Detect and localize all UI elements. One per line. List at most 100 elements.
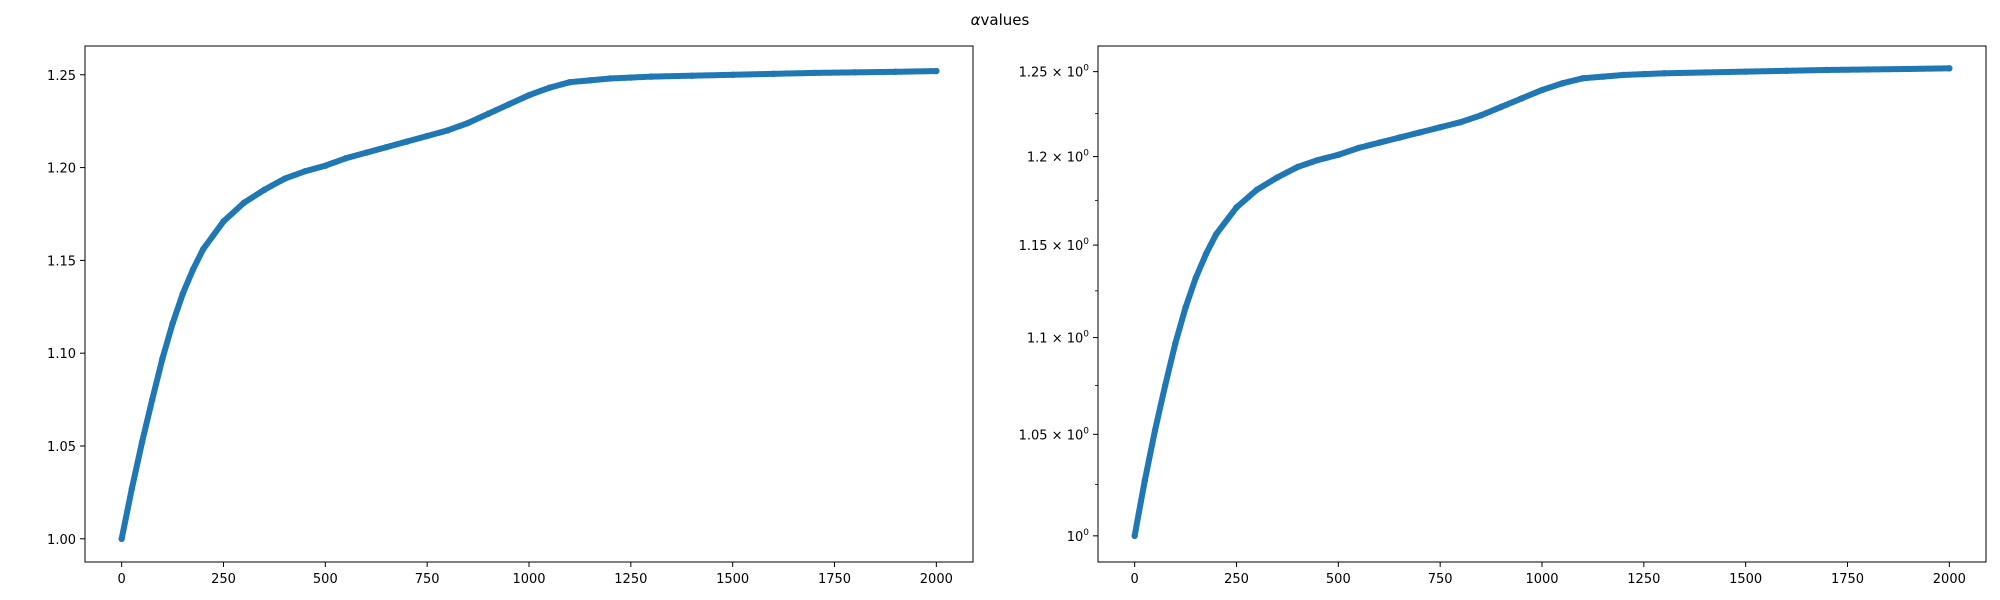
- data-point: [301, 168, 309, 175]
- data-point: [525, 91, 533, 99]
- alpha-symbol: α: [971, 11, 981, 29]
- y-tick-label: 1.15: [47, 254, 76, 269]
- data-point: [1141, 477, 1149, 484]
- data-point: [1538, 86, 1546, 94]
- y-tick-label: 1.20: [47, 162, 76, 177]
- data-point: [729, 71, 736, 78]
- data-point: [1864, 66, 1872, 73]
- x-tick-label: 1750: [818, 572, 851, 587]
- x-tick-label: 1000: [1525, 572, 1558, 587]
- data-point: [464, 119, 472, 127]
- data-point: [485, 110, 492, 117]
- x-tick-label: 2000: [1933, 572, 1966, 587]
- data-point: [128, 485, 136, 492]
- data-point: [1477, 112, 1485, 119]
- data-point: [189, 266, 197, 273]
- data-point: [220, 218, 227, 225]
- data-point: [322, 162, 329, 169]
- data-point: [546, 84, 553, 91]
- data-point: [1742, 68, 1749, 75]
- data-point: [1783, 67, 1790, 75]
- y-tick-label-base: 1.15: [47, 254, 76, 269]
- data-point: [1212, 231, 1220, 238]
- x-tick-label: 750: [415, 572, 440, 587]
- data-point: [1294, 163, 1301, 171]
- data-point: [179, 290, 186, 297]
- y-tick-label: 1.10: [47, 347, 76, 362]
- data-point: [1192, 274, 1199, 282]
- data-point: [423, 132, 431, 140]
- data-point: [1151, 427, 1159, 434]
- data-point: [1233, 204, 1240, 211]
- x-tick-label: 1000: [512, 572, 545, 587]
- data-point: [403, 138, 410, 145]
- data-point: [1701, 69, 1709, 76]
- data-point: [1559, 80, 1566, 87]
- x-tick-label: 250: [1224, 572, 1249, 587]
- y-tick-label-base: 1.05: [47, 440, 76, 455]
- data-point: [1335, 151, 1342, 159]
- data-point: [1355, 144, 1362, 152]
- x-tick-label: 0: [118, 572, 126, 587]
- data-point: [159, 355, 166, 362]
- left-panel-linear: 0 250 500 750 1000 1250 1500 1750 2000 1.00 1.05 1.…: [47, 45, 974, 587]
- y-tick-label-exponent: 0: [1083, 237, 1089, 247]
- figure-title-text: values: [981, 11, 1030, 29]
- data-point: [933, 67, 940, 75]
- data-point: [383, 143, 390, 151]
- y-tick-label: 1.2 × 100: [1027, 149, 1089, 166]
- data-point: [851, 69, 859, 76]
- data-point: [688, 72, 696, 79]
- y-tick-label: 1.00: [47, 533, 76, 548]
- data-point: [1823, 66, 1831, 74]
- y-tick-label-exponent: 0: [1083, 528, 1089, 538]
- y-tick-label: 1.15 × 100: [1019, 237, 1090, 254]
- x-tick-label: 750: [1428, 572, 1453, 587]
- y-tick-label-base: 1.25: [47, 69, 76, 84]
- y-tick-label: 1.1 × 100: [1027, 330, 1089, 347]
- data-point: [1375, 139, 1383, 146]
- data-point: [1253, 186, 1261, 193]
- y-tick-label-base: 1.00: [47, 533, 76, 548]
- data-point: [281, 175, 288, 182]
- data-point: [1946, 65, 1953, 72]
- data-point: [1131, 532, 1138, 540]
- data-point: [1457, 118, 1464, 126]
- figure-title: αvalues: [971, 11, 1030, 29]
- data-point: [342, 155, 349, 162]
- x-tick-label: 1750: [1831, 572, 1864, 587]
- data-point: [770, 70, 777, 78]
- x-tick-label: 1500: [716, 572, 749, 587]
- data-point: [810, 69, 818, 77]
- y-tick-label-base: 1.05 × 10: [1019, 428, 1084, 443]
- data-point: [362, 149, 370, 156]
- data-point: [1396, 134, 1403, 141]
- y-tick-label-base: 1.2 × 10: [1027, 151, 1083, 166]
- data-point: [1518, 95, 1525, 102]
- data-point: [1640, 70, 1648, 78]
- x-tick-label: 0: [1131, 572, 1139, 587]
- data-point: [199, 246, 207, 253]
- y-tick-label: 1.05 × 100: [1019, 426, 1090, 443]
- data-point: [138, 439, 146, 446]
- data-point: [566, 78, 573, 86]
- data-point: [1579, 75, 1586, 82]
- data-point: [261, 186, 268, 194]
- x-tick-label: 1500: [1729, 572, 1762, 587]
- data-point: [1202, 250, 1210, 258]
- data-point: [505, 101, 512, 108]
- y-tick-label-exponent: 0: [1083, 64, 1089, 74]
- data-point: [1436, 124, 1444, 131]
- data-point: [118, 535, 125, 542]
- data-point: [240, 199, 248, 207]
- y-tick-label: 1.25: [47, 69, 76, 84]
- y-tick-label: 100: [1067, 528, 1090, 545]
- y-tick-label-base: 1.25 × 10: [1019, 66, 1084, 81]
- data-point: [1661, 70, 1668, 77]
- data-point: [1182, 304, 1189, 311]
- data-point: [169, 320, 176, 327]
- y-tick-label: 1.05: [47, 440, 76, 455]
- x-tick-label: 2000: [920, 572, 953, 587]
- data-point: [1620, 71, 1627, 79]
